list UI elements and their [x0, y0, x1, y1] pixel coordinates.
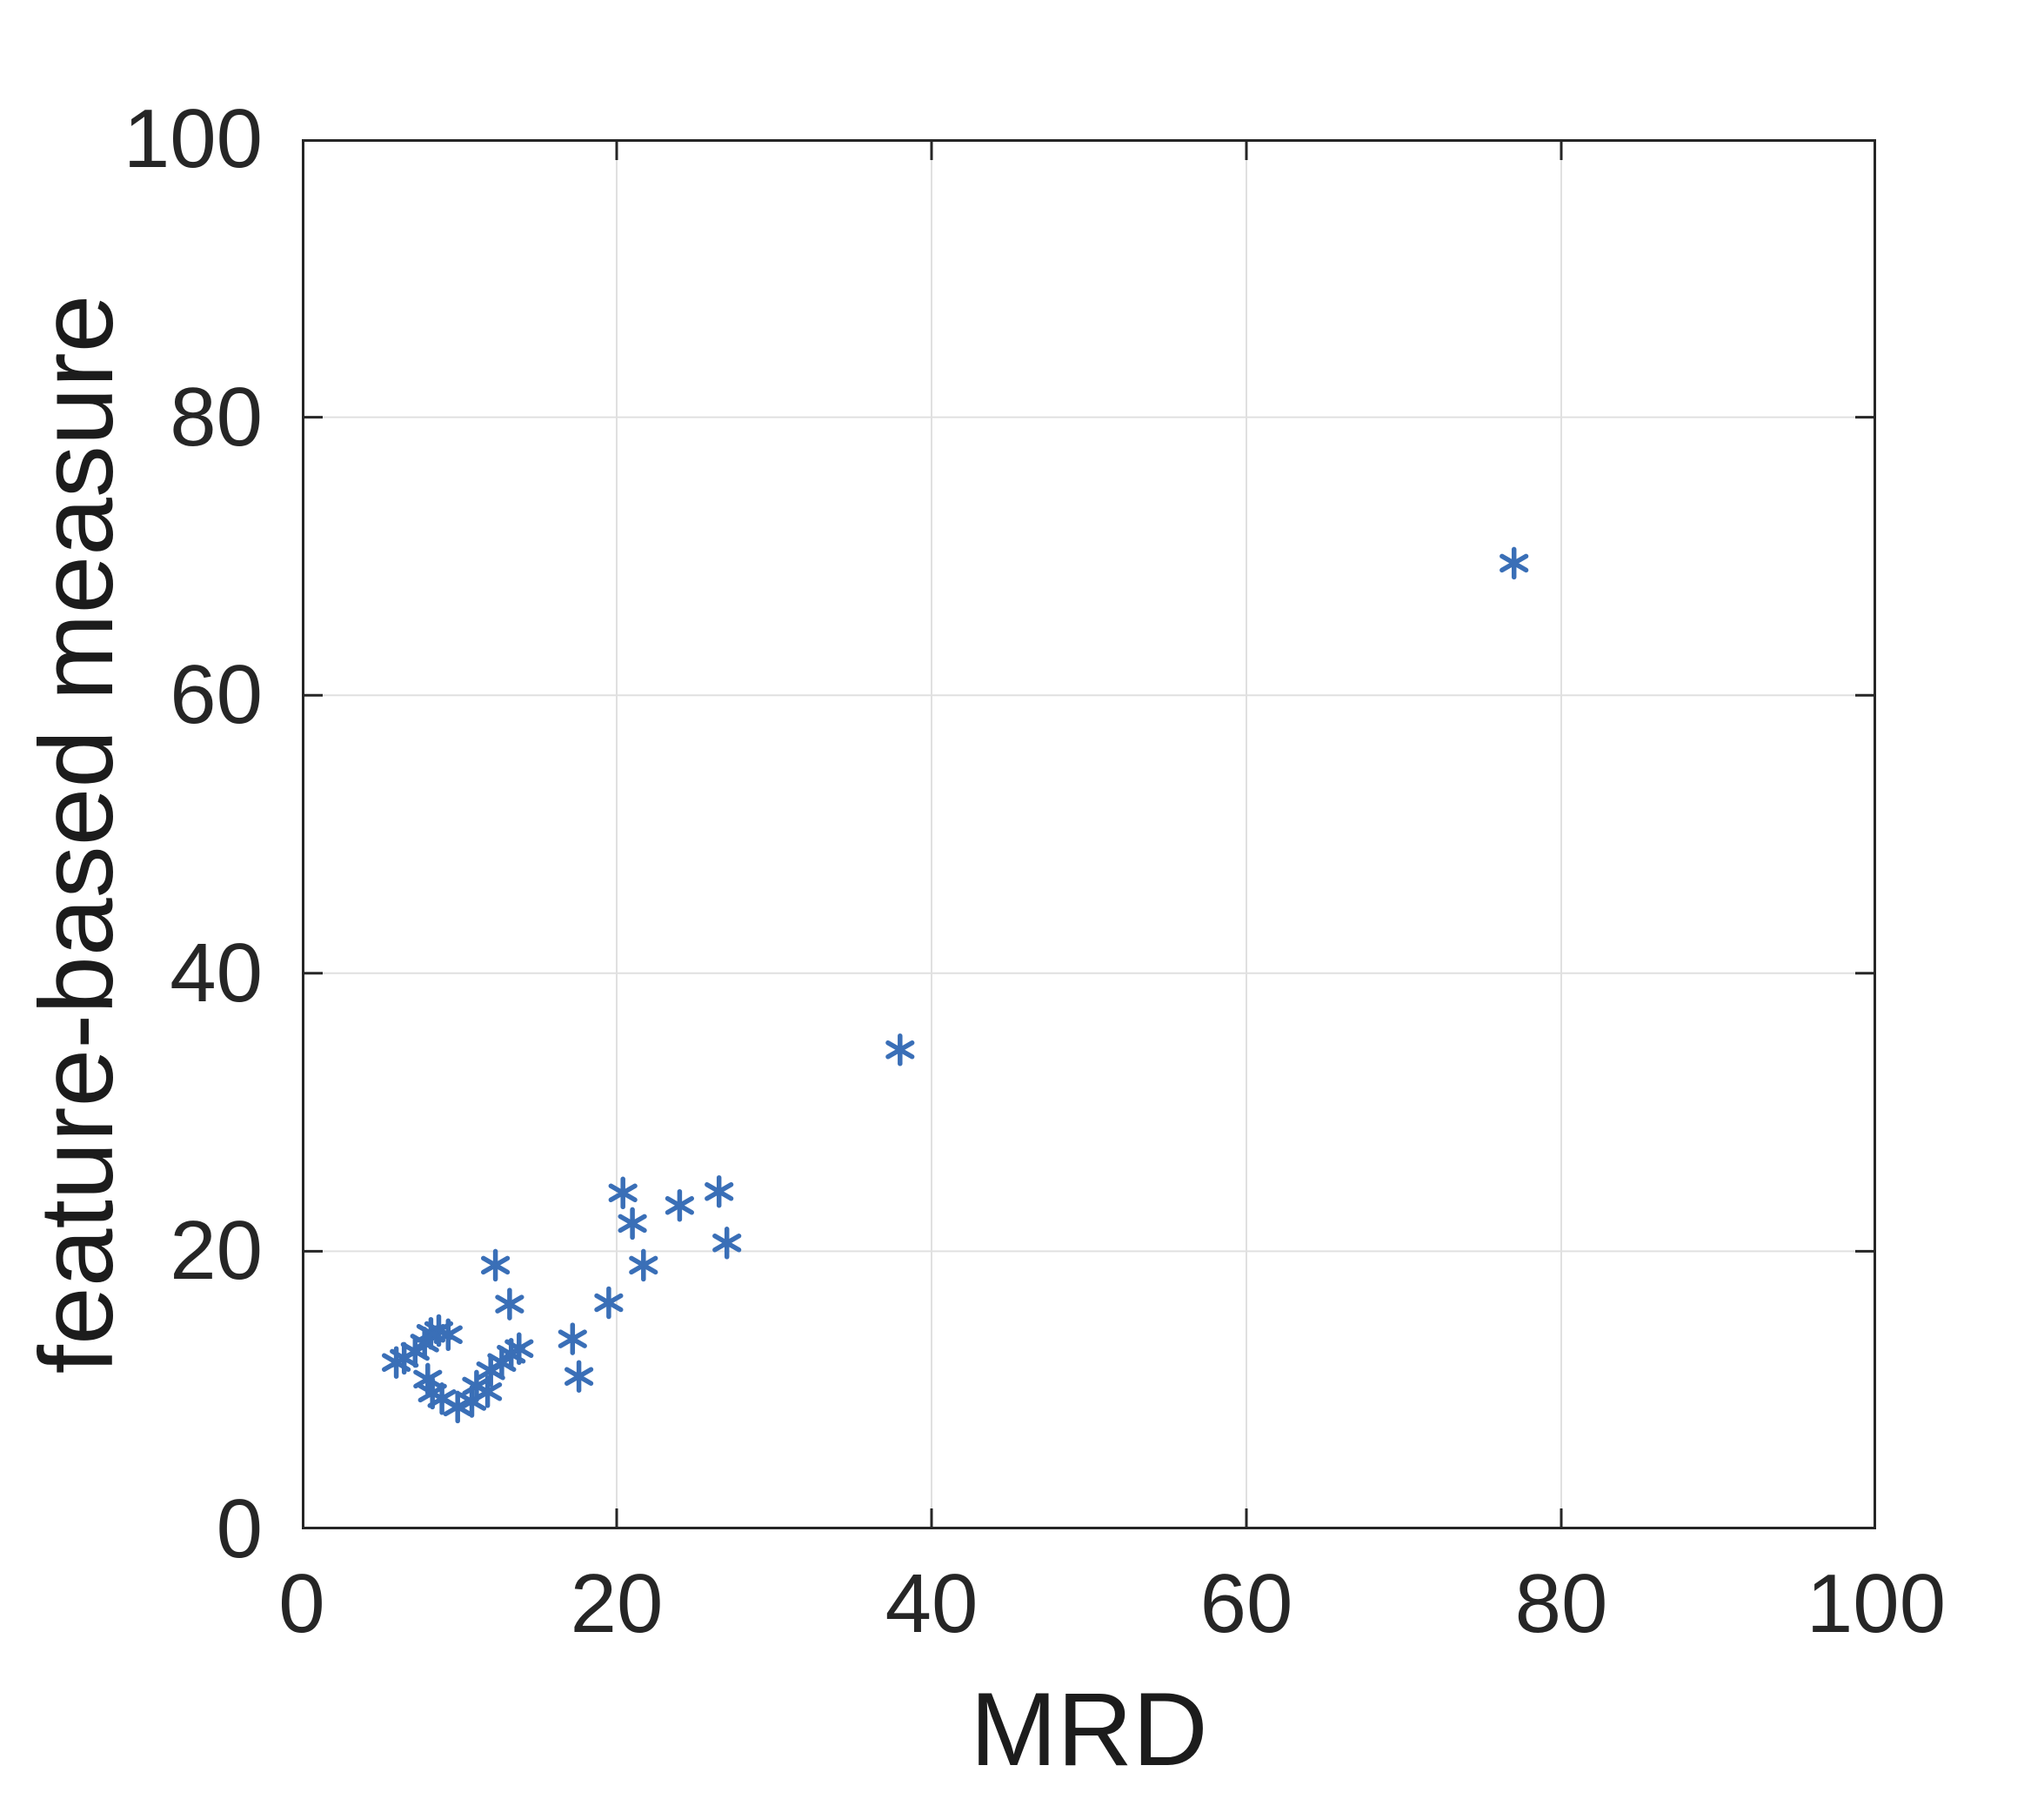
- scatter-point: [480, 1248, 511, 1282]
- x-axis-label: MRD: [970, 1671, 1208, 1788]
- scatter-point: [594, 1286, 624, 1320]
- y-tick-label: 20: [170, 1204, 263, 1298]
- y-tick-label: 100: [123, 92, 263, 185]
- scatter-point: [1500, 546, 1529, 580]
- scatter-point: [712, 1227, 742, 1260]
- x-tick-label: 80: [1514, 1557, 1608, 1650]
- scatter-point: [665, 1188, 695, 1222]
- scatter-point: [504, 1332, 534, 1366]
- y-tick-label: 60: [170, 648, 263, 742]
- y-tick-labels: 0 20 40 60 80 100: [0, 0, 263, 1819]
- scatter-point: [495, 1287, 524, 1321]
- scatter-point: [564, 1360, 594, 1393]
- scatter-point: [608, 1176, 638, 1210]
- scatter-point: [472, 1375, 503, 1408]
- scatter-point: [885, 1033, 915, 1067]
- x-tick-label: 40: [885, 1557, 979, 1650]
- scatter-point: [629, 1248, 658, 1282]
- scatter-point: [618, 1207, 647, 1241]
- scatter-point: [705, 1174, 734, 1208]
- axes-box: [302, 139, 1876, 1529]
- y-tick-label: 40: [170, 926, 263, 1020]
- y-tick-label: 0: [216, 1482, 263, 1575]
- plot-area: [302, 139, 1876, 1529]
- scatter-point: [433, 1318, 463, 1352]
- x-tick-label: 60: [1199, 1557, 1293, 1650]
- x-tick-label: 0: [278, 1557, 325, 1650]
- x-tick-label: 20: [570, 1557, 664, 1650]
- scatter-point: [558, 1322, 587, 1355]
- y-tick-label: 80: [170, 370, 263, 464]
- x-tick-label: 100: [1806, 1557, 1947, 1650]
